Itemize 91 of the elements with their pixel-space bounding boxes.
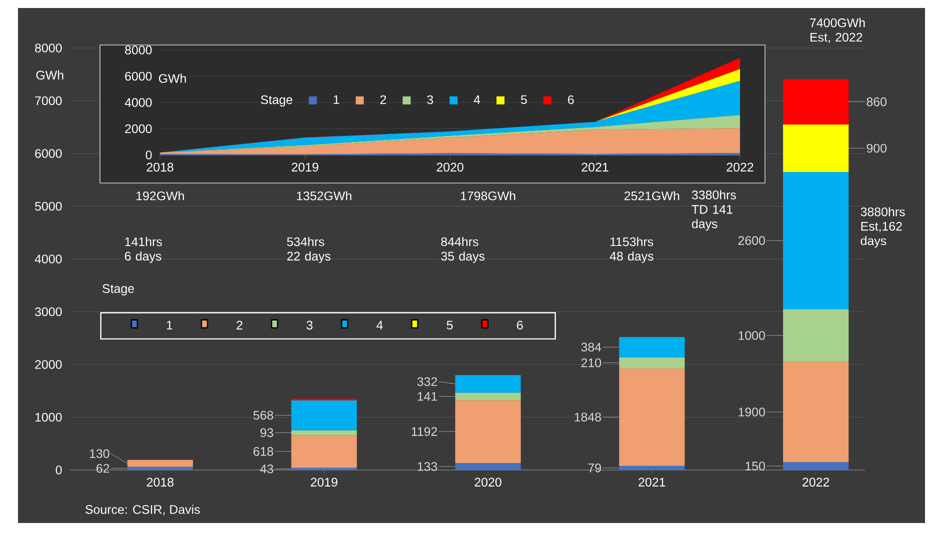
bar xyxy=(455,392,521,400)
data-label: 384 xyxy=(581,342,602,352)
annotation: 844hrs 35 days xyxy=(441,237,485,264)
data-label: 79 xyxy=(588,464,601,472)
legend-title: Stage xyxy=(260,95,292,107)
bar xyxy=(127,460,193,467)
annotation: 1153hrs 48 days xyxy=(610,237,654,264)
legend-label: 2 xyxy=(236,320,242,330)
data-label: 62 xyxy=(96,464,110,473)
annotation: 141hrs 6 days xyxy=(124,237,162,264)
legend-label: 5 xyxy=(446,320,453,330)
y-tick-label: 3000 xyxy=(34,307,62,316)
data-label: 130 xyxy=(90,449,110,458)
data-label: 1000 xyxy=(738,331,765,340)
bar xyxy=(619,466,685,470)
y-axis-title: GWh xyxy=(158,74,186,83)
annotation: 3380hrs TD 141 days xyxy=(692,190,736,231)
bar xyxy=(127,466,193,470)
legend-label: 3 xyxy=(427,95,434,104)
legend-label: 6 xyxy=(517,320,523,330)
legend-label: 4 xyxy=(474,95,480,104)
data-label: 43 xyxy=(260,464,274,474)
bar xyxy=(783,172,849,310)
y-tick-label: 5000 xyxy=(35,202,62,211)
y-tick-label: 0 xyxy=(56,466,62,474)
annotation: 1798GWh xyxy=(460,191,516,200)
y-tick-label: 7000 xyxy=(35,96,62,106)
x-tick-label: 2021 xyxy=(638,478,666,487)
x-tick-label: 2019 xyxy=(292,162,318,172)
data-label: 210 xyxy=(581,358,602,368)
bar xyxy=(619,368,685,466)
data-label: 141 xyxy=(418,392,438,401)
bar xyxy=(291,400,357,430)
x-tick-label: 2020 xyxy=(474,478,502,487)
bar xyxy=(619,357,685,368)
legend-label: 4 xyxy=(376,320,383,330)
legend-label: 6 xyxy=(568,95,574,104)
x-tick-label: 2018 xyxy=(146,162,174,172)
bar xyxy=(455,462,521,470)
y-tick-label: 1000 xyxy=(35,412,62,422)
bar xyxy=(783,462,849,470)
legend-label: 1 xyxy=(166,320,172,330)
y-tick-label: 2000 xyxy=(125,124,152,134)
data-label: 568 xyxy=(253,410,274,420)
y-tick-label: 8000 xyxy=(35,44,62,52)
data-label: 1192 xyxy=(412,427,437,436)
annotation: 534hrs 22 days xyxy=(287,237,330,264)
bar xyxy=(291,435,357,468)
legend-title: Stage xyxy=(102,284,134,296)
bar xyxy=(783,362,849,462)
data-label: 332 xyxy=(417,377,437,386)
data-label: 1900 xyxy=(738,408,765,416)
legend-label: 3 xyxy=(306,320,313,330)
data-label: 93 xyxy=(260,428,274,438)
y-tick-label: 2000 xyxy=(35,360,62,369)
data-label: 900 xyxy=(866,144,886,153)
bar xyxy=(619,337,685,358)
x-tick-label: 2019 xyxy=(310,478,338,487)
annotation: 2521GWh xyxy=(624,191,680,200)
data-label: 860 xyxy=(866,97,886,106)
y-tick-label: 6000 xyxy=(35,149,62,158)
legend-label: 2 xyxy=(380,95,386,104)
data-label: 2600 xyxy=(738,236,765,245)
y-tick-label: 8000 xyxy=(125,46,152,54)
y-tick-label: 4000 xyxy=(34,254,62,264)
annotation: 3880hrs Est,162 days xyxy=(860,207,905,248)
source-note: Source: CSIR, Davis xyxy=(86,504,200,516)
y-tick-label: 0 xyxy=(146,150,152,160)
text: 7400GWh Est, 2022 xyxy=(810,18,865,44)
data-label: 133 xyxy=(418,462,438,471)
annotation: 1352GWh xyxy=(296,191,352,200)
x-tick-label: 2022 xyxy=(726,162,754,172)
bar xyxy=(783,124,849,172)
data-label: 1848 xyxy=(574,412,601,422)
x-tick-label: 2021 xyxy=(582,162,608,172)
bar xyxy=(455,400,521,463)
data-label: 618 xyxy=(254,447,274,456)
y-axis-title: GWh xyxy=(36,70,64,80)
x-tick-label: 2020 xyxy=(436,162,464,172)
legend-label: 5 xyxy=(520,95,527,104)
x-tick-label: 2018 xyxy=(146,478,174,487)
bar xyxy=(455,375,521,393)
bar xyxy=(783,79,849,124)
x-tick-label: 2022 xyxy=(802,478,830,487)
bar xyxy=(291,430,357,436)
y-tick-label: 6000 xyxy=(125,72,152,81)
bar xyxy=(783,309,849,362)
annotation: 192GWh xyxy=(136,191,184,200)
legend-label: 1 xyxy=(334,95,340,104)
data-label: 150 xyxy=(746,462,765,470)
y-tick-label: 4000 xyxy=(124,98,152,107)
